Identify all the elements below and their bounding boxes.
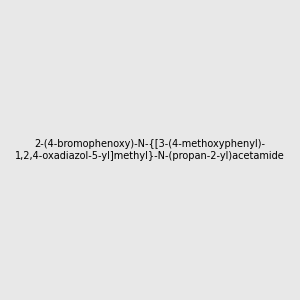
Text: 2-(4-bromophenoxy)-N-{[3-(4-methoxyphenyl)-
1,2,4-oxadiazol-5-yl]methyl}-N-(prop: 2-(4-bromophenoxy)-N-{[3-(4-methoxypheny… — [15, 139, 285, 161]
